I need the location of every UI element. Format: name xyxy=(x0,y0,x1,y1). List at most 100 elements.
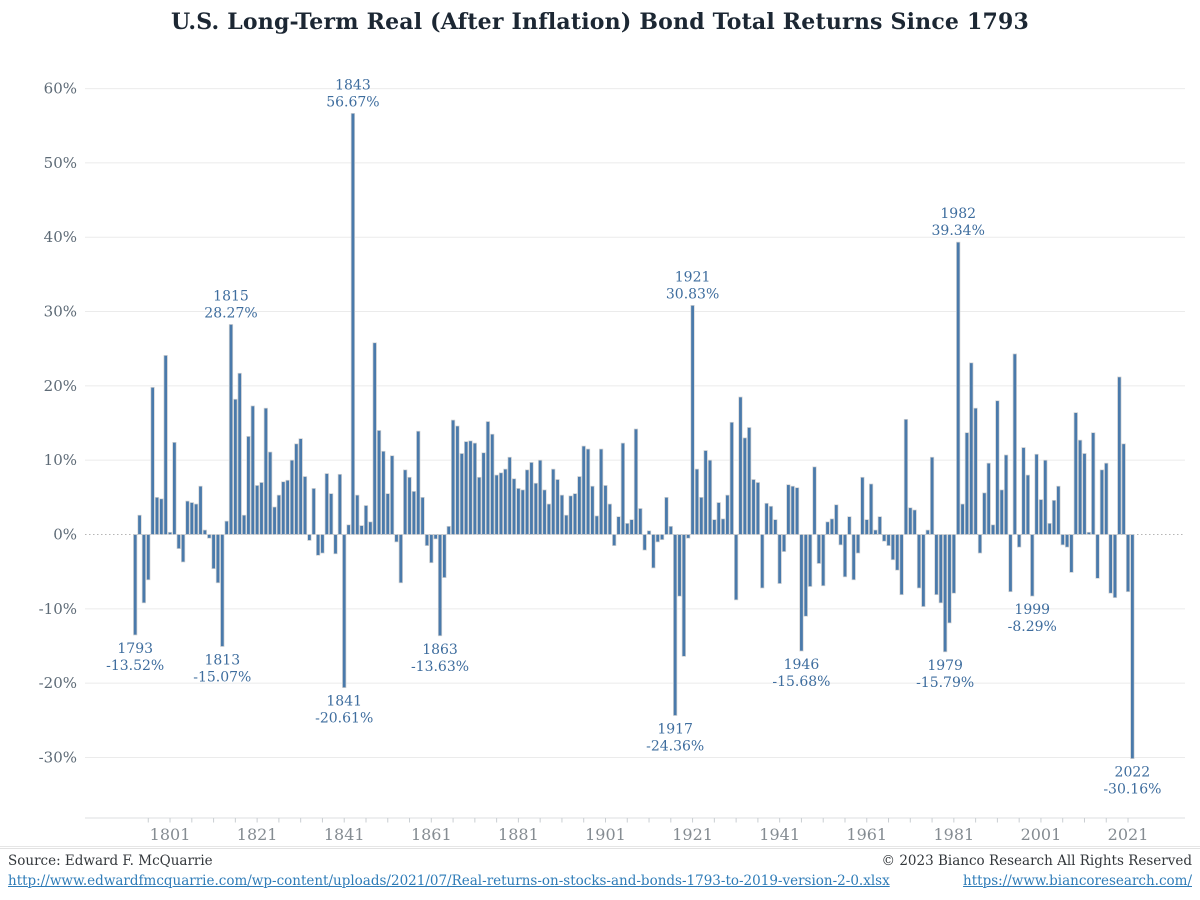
bar-1937 xyxy=(760,534,765,589)
bar-1966 xyxy=(886,534,891,546)
bar-1876 xyxy=(494,474,499,535)
bar-1901 xyxy=(603,485,608,535)
y-tick-label: 60% xyxy=(44,80,77,98)
bar-1913 xyxy=(655,534,660,543)
bar-1900 xyxy=(599,448,604,535)
x-tick-label: 1921 xyxy=(672,825,713,844)
bar-2017 xyxy=(1108,534,1113,594)
bar-1823 xyxy=(263,407,268,535)
source-link[interactable]: http://www.edwardfmcquarrie.com/wp-conte… xyxy=(8,872,890,889)
annotation-value-1982: 39.34% xyxy=(932,223,985,239)
y-tick-label: 50% xyxy=(44,154,77,172)
bar-1956 xyxy=(842,534,848,578)
bar-1984 xyxy=(964,432,970,535)
bar-1882 xyxy=(520,489,525,535)
bar-1989 xyxy=(986,462,991,535)
annotation-value-1793: -13.52% xyxy=(106,658,164,674)
bar-2021 xyxy=(1125,534,1131,593)
bar-1975 xyxy=(925,529,930,535)
bar-1844 xyxy=(355,494,360,535)
bar-1890 xyxy=(555,479,560,535)
bar-1820 xyxy=(250,405,255,535)
bar-1800 xyxy=(163,355,168,535)
bar-1921 xyxy=(690,305,695,535)
bar-1926 xyxy=(712,519,717,535)
bar-1832 xyxy=(302,476,308,535)
bar-1982 xyxy=(956,241,961,535)
bar-1979 xyxy=(943,534,948,653)
bar-1870 xyxy=(468,440,473,535)
bar-1840 xyxy=(337,473,342,535)
bar-1802 xyxy=(172,441,177,535)
bar-1997 xyxy=(1021,447,1026,535)
footer: Source: Edward F. McQuarrie http://www.e… xyxy=(0,848,1200,900)
bar-2009 xyxy=(1073,412,1078,535)
bar-1999 xyxy=(1030,534,1035,597)
bar-1992 xyxy=(999,489,1004,535)
bar-1974 xyxy=(921,534,926,607)
bar-1886 xyxy=(538,459,543,535)
bar-2014 xyxy=(1095,534,1100,579)
bar-1968 xyxy=(895,534,900,571)
bar-1898 xyxy=(590,485,595,535)
bar-1972 xyxy=(912,509,917,535)
y-tick-label: -30% xyxy=(39,748,77,766)
bar-1981 xyxy=(951,534,956,594)
bar-1850 xyxy=(381,450,386,535)
bianco-link[interactable]: https://www.biancoresearch.com/ xyxy=(963,872,1192,889)
bar-1803 xyxy=(176,534,181,549)
bar-1976 xyxy=(929,456,935,535)
bar-1826 xyxy=(276,494,281,535)
bar-1960 xyxy=(860,476,865,535)
bar-1843 xyxy=(350,113,356,535)
bar-1932 xyxy=(738,396,743,535)
bar-1859 xyxy=(420,496,425,535)
bar-2007 xyxy=(1064,534,1070,548)
bar-1814 xyxy=(224,520,229,535)
bar-1816 xyxy=(233,398,238,535)
bar-1857 xyxy=(411,491,416,535)
bar-2005 xyxy=(1056,485,1061,535)
bar-1944 xyxy=(790,485,795,535)
bar-1919 xyxy=(681,534,686,657)
bar-1962 xyxy=(869,483,874,535)
bar-1884 xyxy=(529,462,534,535)
bar-1819 xyxy=(246,436,251,535)
bar-1922 xyxy=(694,468,700,535)
bar-1834 xyxy=(311,488,316,535)
bar-1998 xyxy=(1025,474,1030,535)
annotation-value-1917: -24.36% xyxy=(646,739,704,755)
bar-2008 xyxy=(1069,534,1074,573)
bar-2019 xyxy=(1117,376,1122,535)
bar-1808 xyxy=(198,485,203,535)
bar-1995 xyxy=(1012,353,1017,535)
bar-1896 xyxy=(581,445,586,535)
bar-1839 xyxy=(333,534,338,555)
bar-1928 xyxy=(720,518,726,535)
bar-1837 xyxy=(324,473,329,535)
bar-1961 xyxy=(864,519,869,535)
x-tick-label: 1821 xyxy=(237,825,278,844)
bar-1845 xyxy=(359,525,364,535)
bar-1991 xyxy=(995,400,1000,535)
bar-1879 xyxy=(507,456,512,535)
bar-1996 xyxy=(1017,534,1022,548)
bar-1927 xyxy=(716,502,721,535)
bar-1868 xyxy=(459,453,464,535)
bar-1953 xyxy=(829,518,835,535)
annotation-value-1999: -8.29% xyxy=(1008,619,1057,635)
bar-1855 xyxy=(403,469,408,535)
bar-1909 xyxy=(638,508,643,535)
bar-1804 xyxy=(180,534,186,563)
bar-1905 xyxy=(620,442,626,535)
annotation-year-2022: 2022 xyxy=(1115,765,1151,781)
bar-1920 xyxy=(686,534,691,539)
bar-1877 xyxy=(498,472,504,535)
bar-1793 xyxy=(133,534,138,636)
bar-1869 xyxy=(464,441,469,535)
bar-1986 xyxy=(973,407,978,535)
bar-1888 xyxy=(546,503,551,535)
bar-1848 xyxy=(372,342,377,535)
bar-1829 xyxy=(289,459,295,535)
bar-1811 xyxy=(211,534,216,570)
